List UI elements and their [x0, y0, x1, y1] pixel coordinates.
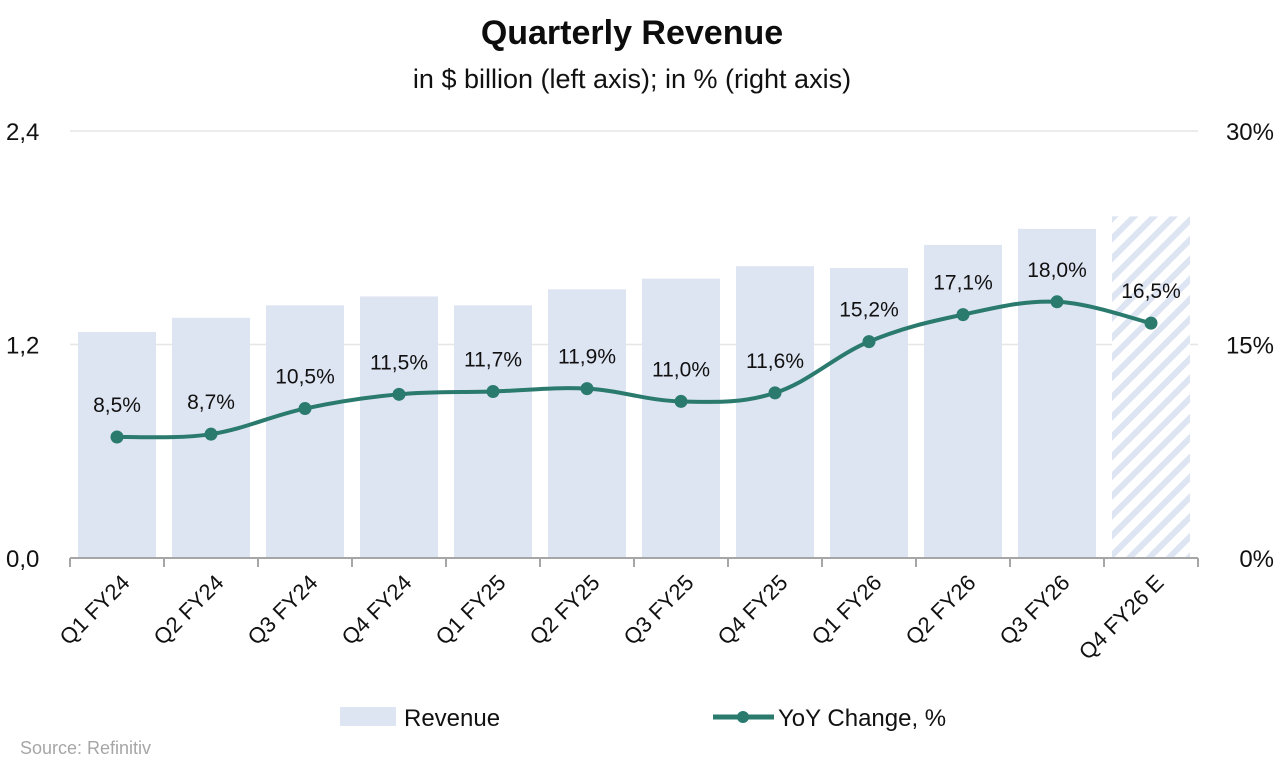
- x-axis-label: Q2 FY25: [525, 570, 605, 650]
- x-axis: [69, 557, 1199, 567]
- revenue-bar: [735, 266, 815, 558]
- legend-item-revenue[interactable]: Revenue: [340, 705, 500, 732]
- right-axis-tick-label: 0%: [1239, 546, 1274, 573]
- yoy-data-label: 11,6%: [746, 350, 804, 373]
- chart-subtitle: in $ billion (left axis); in % (right ax…: [413, 64, 851, 94]
- revenue-bar: [77, 332, 157, 558]
- source-note: Source: Refinitiv: [20, 738, 151, 758]
- left-axis-tick-label: 1,2: [6, 333, 39, 360]
- x-axis-label: Q3 FY25: [619, 570, 699, 650]
- yoy-marker: [298, 402, 312, 416]
- x-axis-label: Q1 FY25: [431, 570, 511, 650]
- yoy-marker: [674, 394, 688, 408]
- revenue-bar: [453, 305, 533, 558]
- revenue-bar: [359, 296, 439, 558]
- legend: Revenue YoY Change, %: [340, 705, 946, 732]
- revenue-bar-estimate: [1111, 216, 1191, 558]
- right-axis-ticks: 0% 15% 30%: [1226, 119, 1274, 573]
- yoy-marker: [110, 430, 124, 444]
- legend-label-yoy: YoY Change, %: [778, 705, 946, 732]
- x-axis-label: Q3 FY24: [243, 570, 323, 650]
- yoy-marker: [486, 384, 500, 398]
- revenue-bars: [77, 216, 1191, 558]
- revenue-bar: [829, 267, 909, 558]
- yoy-data-label: 11,9%: [558, 346, 616, 369]
- yoy-marker: [862, 335, 876, 349]
- yoy-data-label: 11,0%: [652, 358, 710, 381]
- yoy-marker: [956, 308, 970, 322]
- yoy-marker: [768, 386, 782, 400]
- yoy-data-label: 11,5%: [370, 351, 428, 374]
- yoy-data-label: 15,2%: [839, 299, 899, 322]
- yoy-marker: [204, 427, 218, 441]
- revenue-bar: [923, 244, 1003, 558]
- yoy-data-label: 11,7%: [464, 348, 522, 371]
- revenue-bar: [265, 305, 345, 558]
- yoy-data-label: 8,5%: [93, 394, 141, 417]
- yoy-data-label: 16,5%: [1121, 280, 1181, 303]
- left-axis-tick-label: 0,0: [6, 546, 39, 573]
- yoy-data-label: 18,0%: [1027, 259, 1087, 282]
- legend-item-yoy[interactable]: YoY Change, %: [713, 705, 946, 732]
- yoy-data-label: 8,7%: [187, 391, 235, 414]
- x-axis-label: Q1 FY26: [807, 570, 887, 650]
- right-axis-tick-label: 30%: [1226, 119, 1274, 146]
- chart-title: Quarterly Revenue: [481, 14, 783, 52]
- yoy-line: [116, 299, 1152, 440]
- yoy-data-label: 10,5%: [275, 366, 335, 389]
- legend-swatch-marker: [737, 711, 749, 723]
- revenue-bar: [1017, 228, 1097, 558]
- right-axis-tick-label: 15%: [1226, 333, 1274, 360]
- left-axis-tick-label: 2,4: [6, 119, 39, 146]
- yoy-marker: [392, 387, 406, 401]
- yoy-data-labels: 8,5% 8,7% 10,5% 11,5% 11,7% 11,9% 11,0% 11,6% 15…: [93, 259, 1181, 417]
- x-axis-labels: Q1 FY24 Q2 FY24 Q3 FY24 Q4 FY24 Q1 FY25 Q2 FY…: [55, 570, 1169, 665]
- x-axis-label: Q1 FY24: [55, 570, 135, 650]
- x-axis-label: Q4 FY25: [713, 570, 793, 650]
- yoy-line-series: [110, 295, 1158, 444]
- x-axis-label: Q4 FY24: [337, 570, 417, 650]
- yoy-marker: [1144, 316, 1158, 330]
- yoy-data-label: 17,1%: [933, 272, 993, 295]
- x-axis-label: Q2 FY24: [149, 570, 229, 650]
- legend-label-revenue: Revenue: [404, 705, 500, 732]
- legend-swatch-revenue: [340, 707, 396, 726]
- revenue-bar: [547, 289, 627, 558]
- gridlines: [70, 130, 1198, 346]
- left-axis-ticks: 0,0 1,2 2,4: [6, 119, 39, 573]
- revenue-bar: [641, 278, 721, 558]
- yoy-marker: [580, 382, 594, 396]
- x-axis-label: Q3 FY26: [995, 570, 1075, 650]
- x-axis-label: Q4 FY26 E: [1074, 570, 1169, 665]
- x-axis-label: Q2 FY26: [901, 570, 981, 650]
- yoy-marker: [1050, 295, 1064, 309]
